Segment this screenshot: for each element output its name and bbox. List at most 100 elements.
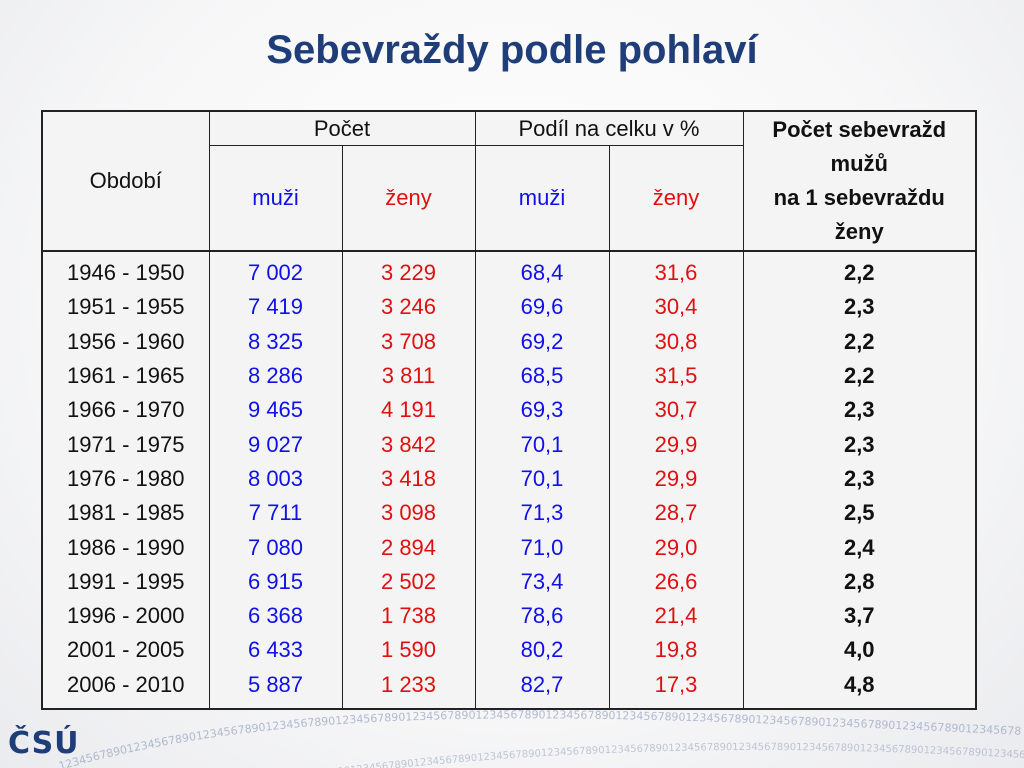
header-period: Období — [41, 110, 210, 252]
cell-share-men: 78,6 — [474, 598, 610, 634]
table-row: 1971 - 1975 9 027 3 842 70,1 29,9 2,3 — [41, 427, 977, 462]
cell-count-women: 3 811 — [341, 358, 476, 394]
header-count-women: ženy — [341, 145, 476, 252]
table-row: 1966 - 1970 9 465 4 191 69,3 30,7 2,3 — [41, 393, 977, 428]
header-ratio-line-4: ženy — [834, 219, 884, 244]
cell-share-women: 29,9 — [608, 461, 744, 497]
cell-ratio: 4,0 — [742, 633, 977, 668]
cell-share-men: 69,3 — [474, 393, 610, 428]
cell-ratio: 2,2 — [742, 358, 977, 394]
cell-count-women: 3 842 — [341, 427, 476, 462]
cell-count-men: 9 465 — [208, 393, 343, 428]
cell-share-men: 69,6 — [474, 290, 610, 325]
cell-period: 2006 - 2010 — [41, 667, 210, 709]
cell-share-women: 29,0 — [608, 530, 744, 565]
cell-share-men: 70,1 — [474, 427, 610, 462]
table-row: 1976 - 1980 8 003 3 418 70,1 29,9 2,3 — [41, 461, 977, 497]
cell-period: 1946 - 1950 — [41, 251, 210, 291]
cell-share-men: 80,2 — [474, 633, 610, 668]
cell-share-women: 17,3 — [608, 667, 744, 709]
cell-ratio: 2,2 — [742, 324, 977, 359]
cell-period: 1966 - 1970 — [41, 393, 210, 428]
cell-share-men: 68,4 — [474, 251, 610, 291]
cell-count-women: 3 418 — [341, 461, 476, 497]
csu-logo: ČSÚ — [8, 726, 80, 761]
cell-ratio: 4,8 — [742, 667, 977, 709]
page-title: Sebevraždy podle pohlaví — [266, 28, 758, 72]
cell-count-men: 6 368 — [208, 598, 343, 634]
cell-share-women: 31,5 — [608, 358, 744, 394]
cell-period: 1976 - 1980 — [41, 461, 210, 497]
cell-ratio: 2,8 — [742, 564, 977, 599]
cell-share-women: 30,7 — [608, 393, 744, 428]
cell-share-women: 19,8 — [608, 633, 744, 668]
cell-ratio: 2,3 — [742, 393, 977, 428]
cell-ratio: 2,3 — [742, 461, 977, 497]
cell-period: 2001 - 2005 — [41, 633, 210, 668]
cell-count-women: 4 191 — [341, 393, 476, 428]
header-ratio-line-2: mužů — [830, 151, 888, 176]
table-row: 1981 - 1985 7 711 3 098 71,3 28,7 2,5 — [41, 496, 977, 531]
cell-period: 1961 - 1965 — [41, 358, 210, 394]
header-share-women: ženy — [608, 145, 744, 252]
cell-count-women: 1 233 — [341, 667, 476, 709]
cell-count-men: 9 027 — [208, 427, 343, 462]
cell-count-men: 7 419 — [208, 290, 343, 325]
cell-share-men: 69,2 — [474, 324, 610, 359]
table-row: 1986 - 1990 7 080 2 894 71,0 29,0 2,4 — [41, 530, 977, 565]
table-row: 1991 - 1995 6 915 2 502 73,4 26,6 2,8 — [41, 564, 977, 599]
table-row: 1996 - 2000 6 368 1 738 78,6 21,4 3,7 — [41, 598, 977, 634]
cell-share-women: 26,6 — [608, 564, 744, 599]
cell-ratio: 2,3 — [742, 427, 977, 462]
cell-count-men: 8 286 — [208, 358, 343, 394]
cell-share-women: 30,4 — [608, 290, 744, 325]
cell-period: 1971 - 1975 — [41, 427, 210, 462]
cell-count-men: 5 887 — [208, 667, 343, 709]
cell-share-women: 30,8 — [608, 324, 744, 359]
cell-count-women: 3 246 — [341, 290, 476, 325]
cell-count-men: 7 711 — [208, 496, 343, 531]
table-row: 2006 - 2010 5 887 1 233 82,7 17,3 4,8 — [41, 667, 977, 709]
cell-count-men: 6 433 — [208, 633, 343, 668]
table-row: 1961 - 1965 8 286 3 811 68,5 31,5 2,2 — [41, 358, 977, 394]
cell-share-men: 71,3 — [474, 496, 610, 531]
table-row: 1951 - 1955 7 419 3 246 69,6 30,4 2,3 — [41, 290, 977, 325]
cell-share-men: 68,5 — [474, 358, 610, 394]
cell-ratio: 2,5 — [742, 496, 977, 531]
header-ratio-line-1: Počet sebevražd — [772, 117, 947, 142]
cell-count-women: 1 738 — [341, 598, 476, 634]
header-share-group: Podíl na celku v % — [474, 110, 744, 146]
cell-share-men: 73,4 — [474, 564, 610, 599]
cell-share-women: 29,9 — [608, 427, 744, 462]
cell-ratio: 2,4 — [742, 530, 977, 565]
cell-share-women: 31,6 — [608, 251, 744, 291]
table-row: 2001 - 2005 6 433 1 590 80,2 19,8 4,0 — [41, 633, 977, 668]
header-count-men: muži — [208, 145, 343, 252]
cell-share-men: 82,7 — [474, 667, 610, 709]
table-row: 1946 - 1950 7 002 3 229 68,4 31,6 2,2 — [41, 251, 977, 291]
cell-count-women: 2 502 — [341, 564, 476, 599]
cell-period: 1951 - 1955 — [41, 290, 210, 325]
table-row: 1956 - 1960 8 325 3 708 69,2 30,8 2,2 — [41, 324, 977, 359]
cell-share-women: 21,4 — [608, 598, 744, 634]
cell-count-women: 3 098 — [341, 496, 476, 531]
cell-count-women: 3 708 — [341, 324, 476, 359]
cell-ratio: 2,3 — [742, 290, 977, 325]
suicide-table: Období Počet Podíl na celku v % Počet se… — [41, 110, 977, 710]
cell-period: 1981 - 1985 — [41, 496, 210, 531]
cell-count-men: 7 080 — [208, 530, 343, 565]
cell-share-men: 71,0 — [474, 530, 610, 565]
header-ratio: Počet sebevražd mužů na 1 sebevraždu žen… — [742, 110, 977, 252]
cell-count-men: 7 002 — [208, 251, 343, 291]
header-count-group: Počet — [208, 110, 476, 146]
cell-count-men: 8 003 — [208, 461, 343, 497]
cell-count-women: 1 590 — [341, 633, 476, 668]
cell-ratio: 3,7 — [742, 598, 977, 634]
cell-period: 1996 - 2000 — [41, 598, 210, 634]
cell-share-men: 70,1 — [474, 461, 610, 497]
header-share-men: muži — [474, 145, 610, 252]
cell-count-men: 6 915 — [208, 564, 343, 599]
cell-count-women: 3 229 — [341, 251, 476, 291]
cell-share-women: 28,7 — [608, 496, 744, 531]
cell-count-men: 8 325 — [208, 324, 343, 359]
